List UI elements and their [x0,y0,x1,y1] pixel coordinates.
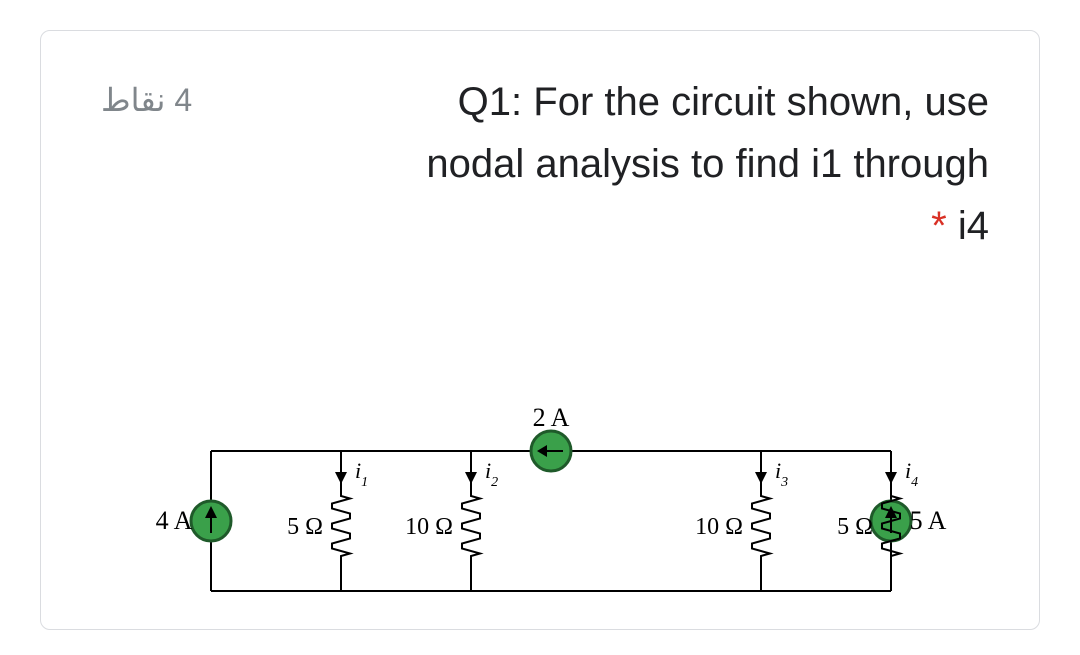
label-4a: 4 A [156,506,193,535]
resistor-icon [752,486,770,591]
branch-left-source: 4 A [156,451,231,591]
required-asterisk: * [931,204,947,248]
current-label: i4 [905,458,918,490]
current-label: i2 [485,458,498,490]
resistor-branch: i2 10 Ω [405,451,498,591]
resistor-branches: i1 5 Ω i2 10 Ω i3 10 Ω i4 5 Ω [287,451,918,591]
current-label: i3 [775,458,788,490]
question-text: Q1: For the circuit shown, use nodal ana… [241,71,989,257]
label-5a: 5 A [910,506,947,535]
resistor-icon [462,486,480,591]
points-label: 4 نقاط [101,81,192,119]
resistor-branch: i1 5 Ω [287,451,368,591]
question-line1: Q1: For the circuit shown, use [458,80,989,124]
question-card: 4 نقاط Q1: For the circuit shown, use no… [40,30,1040,630]
resistor-label: 5 Ω [837,514,873,540]
current-source-top: 2 A [531,403,571,471]
resistor-icon [332,486,350,591]
current-label: i1 [355,458,368,490]
question-line2: nodal analysis to find i1 through [426,142,989,186]
label-2a: 2 A [533,403,570,432]
resistor-label: 10 Ω [695,514,743,540]
resistor-label: 5 Ω [287,514,323,540]
resistor-branch: i3 10 Ω [695,451,788,591]
question-line3: i4 [958,204,989,248]
resistor-label: 10 Ω [405,514,453,540]
circuit-diagram: 2 A 4 A 5 A i1 5 Ω i2 10 Ω i3 10 Ω i4 5 Ω [131,351,951,621]
